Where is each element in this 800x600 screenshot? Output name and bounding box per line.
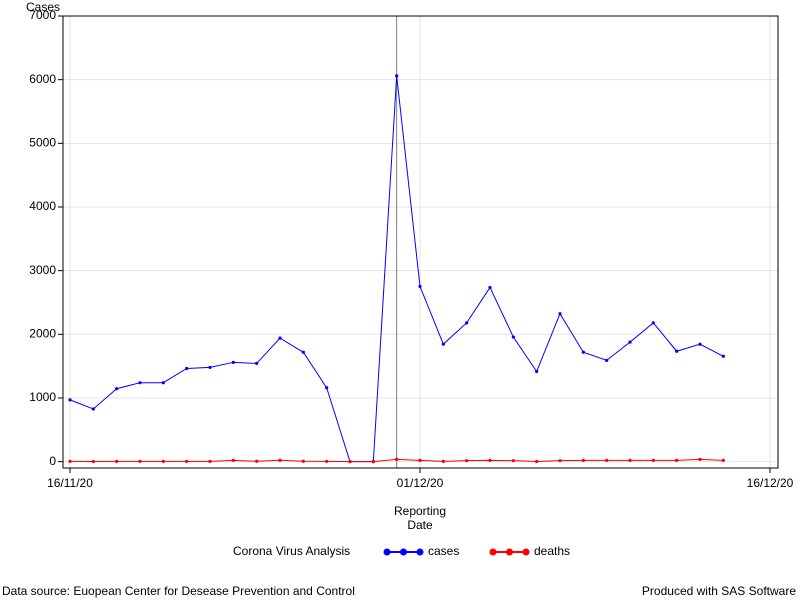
y-tick-label: 0 (49, 454, 56, 468)
x-axis-label: Date (407, 518, 433, 532)
point (208, 365, 212, 370)
point (395, 74, 399, 78)
point (395, 457, 399, 462)
y-tick-label: 6000 (29, 72, 56, 86)
y-tick-label: 1000 (29, 390, 56, 404)
point (138, 459, 142, 463)
point (161, 459, 165, 463)
point (68, 398, 72, 402)
x-tick-label: 01/12/20 (397, 476, 444, 490)
legend-marker (416, 548, 424, 556)
point (465, 321, 469, 325)
point (231, 360, 235, 364)
legend-title: Corona Virus Analysis (233, 544, 350, 558)
point (628, 458, 632, 462)
point (558, 312, 562, 316)
x-tick-label: 16/12/20 (747, 476, 794, 490)
point (651, 321, 655, 325)
point (278, 458, 282, 462)
point (581, 350, 585, 354)
footnote: Data source: Euopean Center for Desease … (2, 584, 355, 598)
legend-marker (383, 548, 391, 556)
point (605, 358, 609, 362)
point (231, 458, 235, 462)
point (581, 458, 585, 462)
point (488, 285, 492, 290)
point (325, 459, 329, 463)
point (68, 459, 72, 463)
legend-marker (506, 548, 513, 556)
point (511, 335, 515, 339)
point (698, 457, 702, 462)
legend-label: deaths (534, 544, 570, 558)
point (91, 407, 95, 411)
x-tick-label: 16/11/20 (47, 476, 93, 490)
footnote: Produced with SAS Software (642, 584, 796, 598)
point (465, 459, 469, 463)
point (721, 354, 725, 358)
point (535, 369, 539, 374)
point (675, 458, 679, 462)
point (138, 381, 142, 385)
point (675, 349, 679, 353)
point (628, 340, 632, 344)
point (161, 381, 165, 385)
y-tick-label: 4000 (29, 199, 56, 213)
point (115, 387, 119, 391)
point (418, 284, 422, 289)
point (115, 459, 119, 463)
point (348, 460, 352, 464)
point (651, 458, 655, 462)
y-tick-label: 5000 (29, 135, 56, 149)
legend-marker (489, 548, 497, 556)
point (605, 458, 609, 462)
point (255, 459, 259, 463)
point (558, 459, 562, 463)
point (325, 386, 329, 390)
y-tick-label: 7000 (29, 8, 56, 22)
point (91, 459, 95, 464)
point (418, 458, 422, 462)
point (721, 458, 725, 462)
point (371, 460, 375, 464)
point (208, 459, 212, 463)
point (185, 459, 189, 463)
point (441, 459, 445, 463)
x-axis-label: Reporting (394, 504, 446, 518)
point (441, 342, 445, 346)
plot-frame (62, 15, 779, 469)
y-tick-label: 2000 (29, 326, 56, 340)
point (535, 459, 539, 464)
point (185, 366, 189, 371)
point (301, 459, 305, 463)
point (488, 458, 492, 462)
point (698, 342, 702, 346)
point (255, 361, 259, 366)
y-tick-label: 3000 (29, 263, 56, 277)
point (301, 350, 305, 354)
legend-marker (522, 548, 530, 556)
legend-label: cases (428, 544, 459, 558)
point (278, 336, 282, 340)
y-axis-label: Cases (26, 0, 60, 14)
legend-marker (400, 548, 407, 556)
point (511, 459, 515, 463)
